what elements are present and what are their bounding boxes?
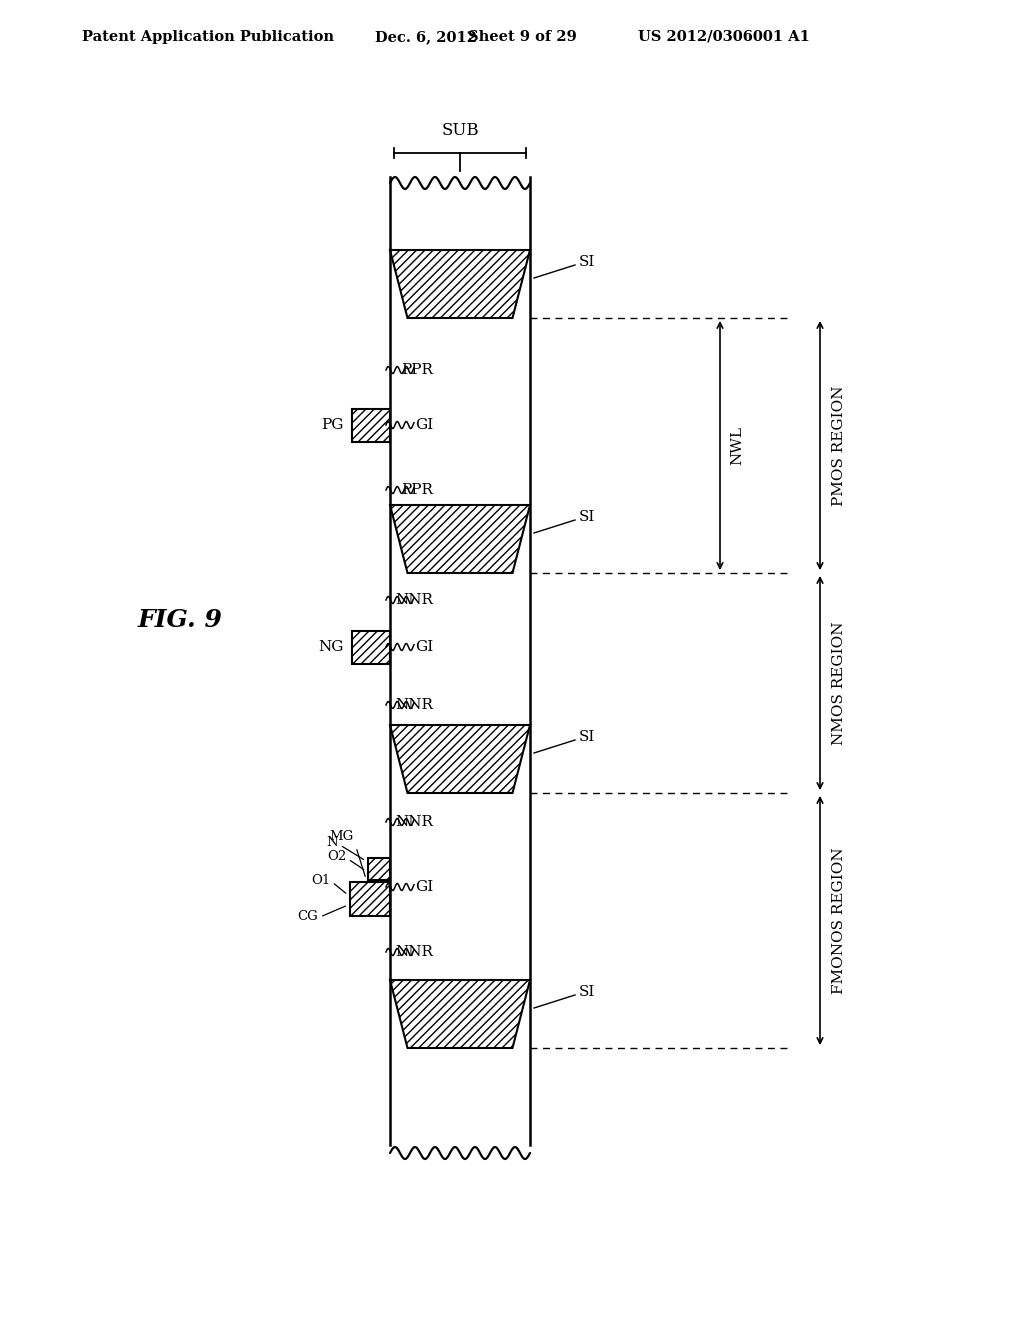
Text: NNR: NNR: [395, 593, 433, 607]
Text: GI: GI: [415, 880, 433, 894]
Text: US 2012/0306001 A1: US 2012/0306001 A1: [638, 30, 810, 44]
Bar: [350, 882, 390, 916]
Text: FMONOS REGION: FMONOS REGION: [831, 847, 846, 994]
Text: Dec. 6, 2012: Dec. 6, 2012: [375, 30, 477, 44]
Text: NNR: NNR: [395, 814, 433, 829]
Text: Sheet 9 of 29: Sheet 9 of 29: [468, 30, 577, 44]
Text: SI: SI: [579, 255, 595, 269]
Text: NNR: NNR: [395, 698, 433, 711]
Text: PMOS REGION: PMOS REGION: [831, 385, 846, 506]
Text: PPR: PPR: [401, 363, 433, 378]
Polygon shape: [390, 725, 530, 793]
Text: GI: GI: [415, 640, 433, 653]
Text: N: N: [327, 837, 338, 850]
Bar: [352, 408, 390, 441]
Bar: [368, 858, 390, 880]
Bar: [352, 631, 390, 664]
Text: O1: O1: [310, 874, 330, 887]
Text: SI: SI: [579, 510, 595, 524]
Text: NMOS REGION: NMOS REGION: [831, 622, 846, 744]
Polygon shape: [390, 979, 530, 1048]
Polygon shape: [390, 249, 530, 318]
Text: Patent Application Publication: Patent Application Publication: [82, 30, 334, 44]
Text: SI: SI: [579, 730, 595, 744]
Text: PPR: PPR: [401, 483, 433, 498]
Text: CG: CG: [297, 911, 318, 924]
Text: GI: GI: [415, 418, 433, 432]
Text: PG: PG: [322, 418, 344, 432]
Text: NNR: NNR: [395, 945, 433, 960]
Text: SUB: SUB: [441, 121, 479, 139]
Polygon shape: [390, 506, 530, 573]
Text: MG: MG: [330, 830, 354, 843]
Text: FIG. 9: FIG. 9: [137, 609, 222, 632]
Text: SI: SI: [579, 985, 595, 999]
Text: O2: O2: [327, 850, 346, 863]
Text: NWL: NWL: [730, 426, 744, 465]
Text: NG: NG: [318, 640, 344, 653]
